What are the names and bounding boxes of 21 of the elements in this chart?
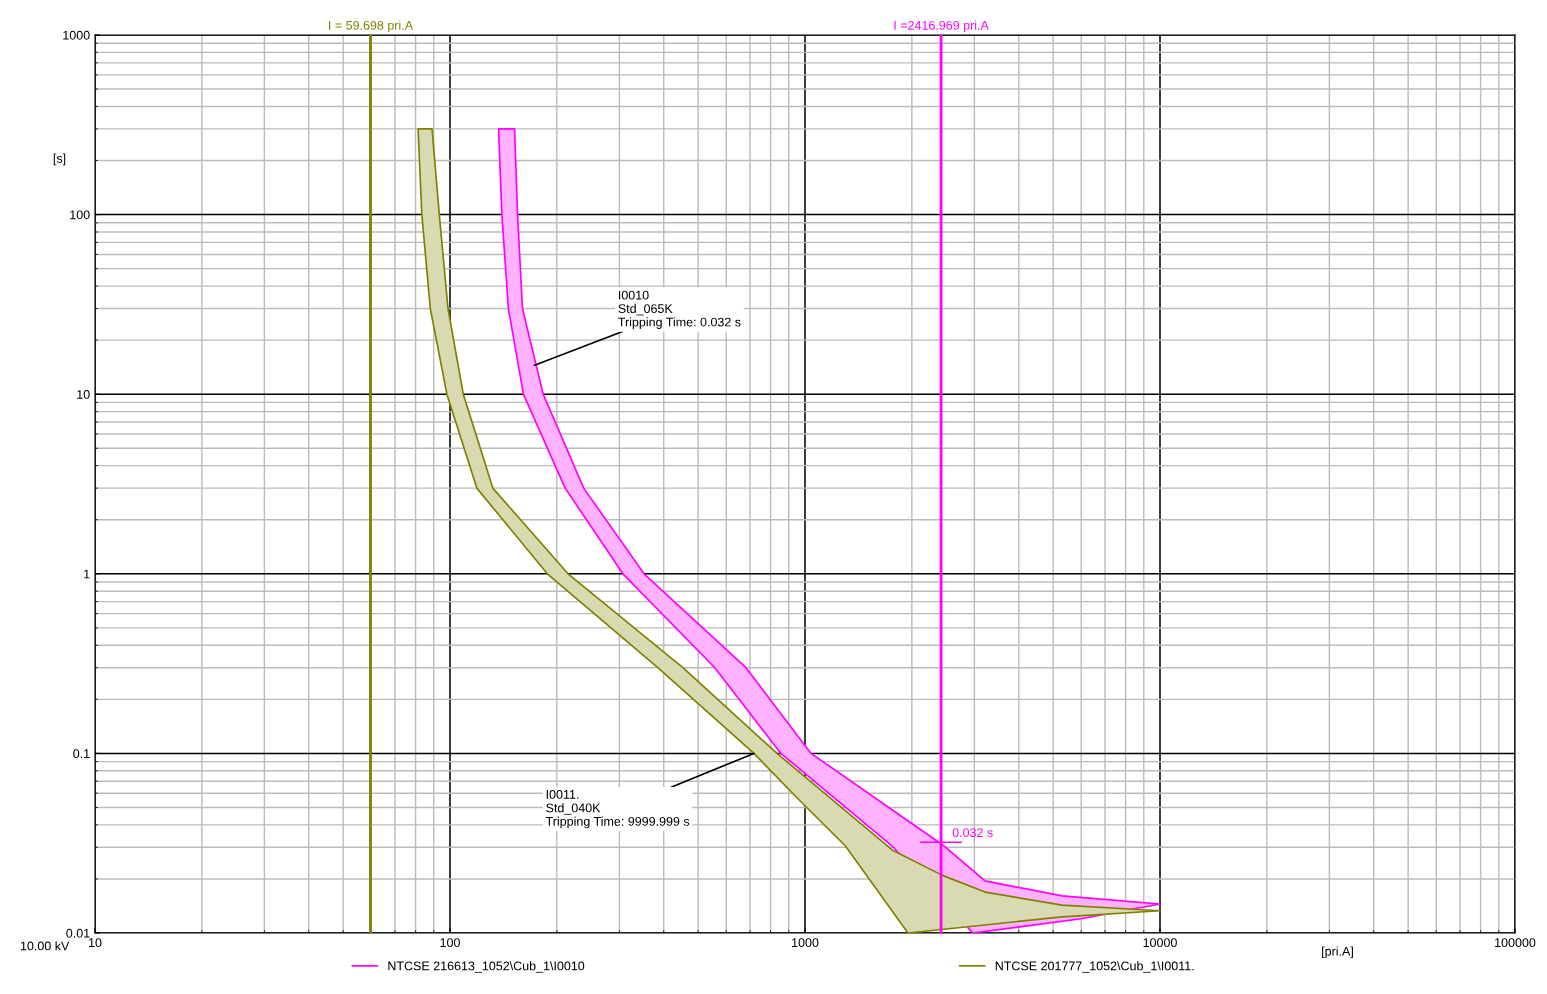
annotation: I0011. Std_040K Tripping Time: 9999.999 s (545, 790, 690, 829)
x-tick-label: 10000 (1143, 938, 1177, 948)
x-tick-label: 100000 (1495, 938, 1536, 948)
y-axis-title: [s] (53, 153, 66, 166)
annotation: 0.032 s (952, 828, 993, 838)
ref-line-label: I =2416.969 pri.A (894, 20, 989, 33)
ref-line-label: I = 59.698 pri.A (329, 20, 414, 33)
text: 10.00 kV (20, 941, 70, 951)
x-tick-label: 10 (89, 938, 102, 948)
x-tick-label: 1000 (792, 938, 819, 948)
y-tick-label: 100 (70, 210, 90, 220)
y-tick-label: 1000 (63, 30, 90, 40)
y-tick-label: 0.01 (66, 928, 90, 938)
x-tick-label: 100 (440, 938, 460, 948)
y-tick-label: 10 (77, 390, 90, 399)
legend-label: NTCSE 216613_1052\Cub_1\I0010 (388, 961, 585, 973)
y-tick-label: 1 (84, 569, 90, 579)
annotation: I0010 Std_065K Tripping Time: 0.032 s (618, 290, 741, 329)
y-tick-label: 0.1 (73, 749, 90, 759)
x-axis-title: [pri.A] (1322, 946, 1353, 959)
legend-label: NTCSE 201777_1052\Cub_1\I0011. (995, 961, 1194, 973)
